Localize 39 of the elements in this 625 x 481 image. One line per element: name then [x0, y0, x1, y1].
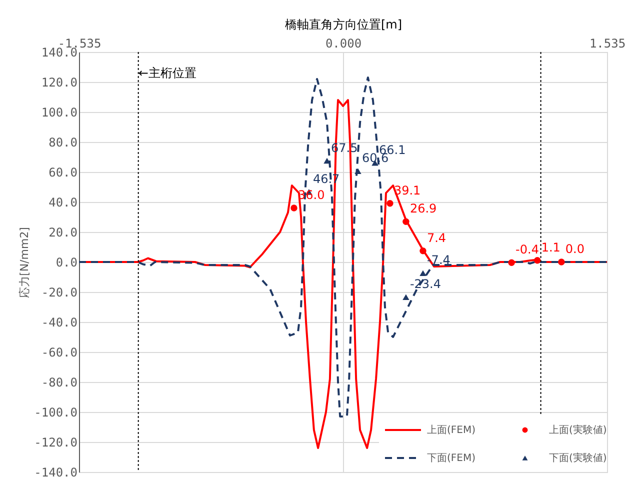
point — [420, 270, 426, 276]
point — [420, 248, 426, 254]
x-tick-label: 1.535 — [589, 36, 625, 50]
y-tick-label: 0.0 — [56, 256, 78, 270]
x-axis-title: 橋軸直角方向位置[m] — [284, 18, 402, 32]
x-tick-label: 0.000 — [325, 36, 362, 50]
point — [402, 294, 410, 300]
y-tick-label: -40.0 — [41, 316, 78, 330]
y-tick-label: -140.0 — [34, 466, 78, 480]
y-tick-label: -100.0 — [34, 406, 78, 420]
data-label: 7.4 — [426, 230, 446, 245]
y-tick-label: 100.0 — [41, 106, 78, 120]
point — [354, 168, 362, 174]
legend-label: 上面(FEM) — [427, 424, 476, 436]
y-tick-label: -120.0 — [34, 436, 78, 450]
y-tick-label: 20.0 — [48, 226, 78, 240]
data-label: -0.4 — [516, 242, 539, 257]
data-label: -23.4 — [410, 277, 442, 292]
point — [534, 257, 541, 264]
point — [558, 258, 565, 266]
legend-label: 上面(実験値) — [549, 424, 607, 436]
data-label: 26.9 — [410, 202, 437, 216]
ref-line-label: ←主桁位置 — [138, 66, 196, 80]
point — [402, 218, 410, 225]
point — [386, 200, 394, 207]
point — [508, 259, 515, 266]
y-tick-label: 80.0 — [48, 136, 78, 150]
legend-label: 下面(実験値) — [549, 452, 607, 464]
point — [290, 204, 298, 212]
y-axis-title: 応力[N/mm2] — [18, 227, 32, 298]
y-tick-label: 120.0 — [41, 76, 78, 90]
y-tick-label: -80.0 — [41, 376, 78, 390]
legend-label: 下面(FEM) — [427, 453, 476, 464]
y-tick-label: 60.0 — [48, 166, 78, 180]
y-tick-label: 40.0 — [48, 196, 78, 210]
y-tick-label: -60.0 — [41, 346, 78, 360]
y-tick-label: -20.0 — [41, 286, 78, 300]
data-label: 0.0 — [565, 242, 585, 256]
data-label: 1.1 — [541, 240, 560, 254]
